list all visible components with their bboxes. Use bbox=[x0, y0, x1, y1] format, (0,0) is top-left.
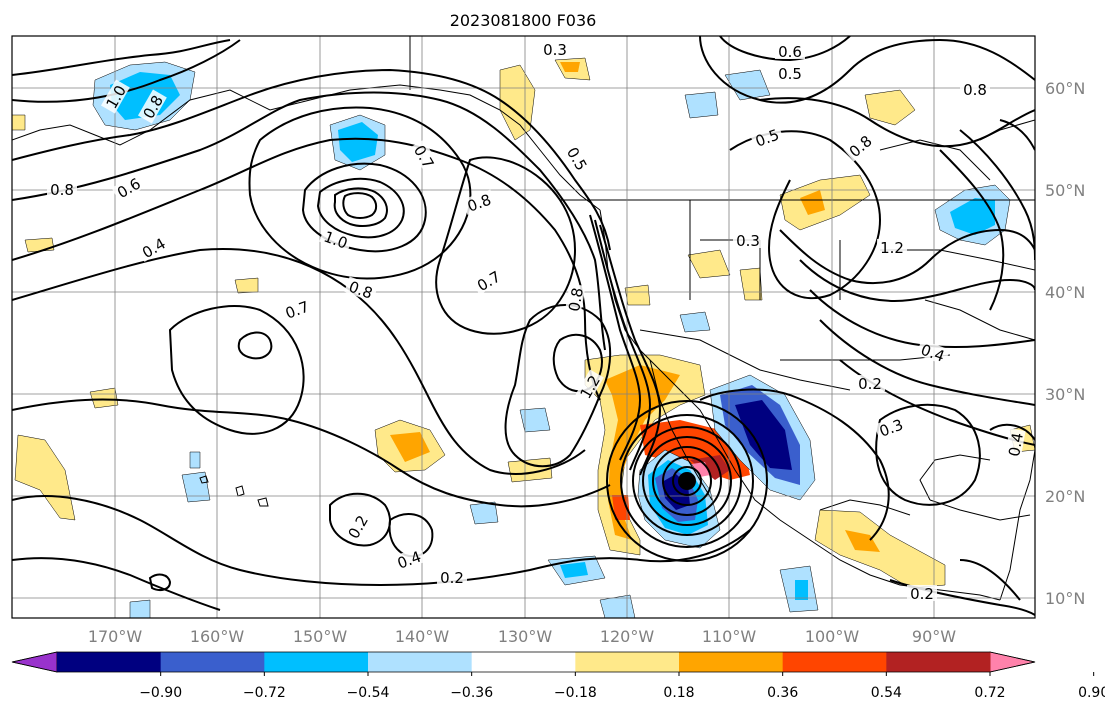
lat-label: 40°N bbox=[1045, 283, 1085, 302]
latitude-labels: 60°N 50°N 40°N 30°N 20°N 10°N bbox=[1045, 79, 1085, 608]
contour-label-bg bbox=[344, 276, 378, 302]
contour-label-bg bbox=[855, 375, 885, 391]
colorbar-frame bbox=[11, 651, 1036, 673]
contour-label-bg bbox=[319, 226, 353, 252]
lon-label: 100°W bbox=[805, 627, 860, 646]
contour-label: 0.4 bbox=[1005, 431, 1027, 458]
lon-label: 120°W bbox=[600, 627, 655, 646]
coastlines bbox=[12, 36, 1035, 601]
contour-label-bg bbox=[342, 509, 372, 544]
contour-label-bg bbox=[733, 232, 763, 248]
contour-label-bg bbox=[1004, 428, 1026, 461]
colorbar-segment bbox=[782, 652, 887, 672]
contour-label-bg bbox=[916, 339, 950, 365]
contour-label-bg bbox=[960, 81, 990, 97]
colorbar-tick-label: 0.54 bbox=[871, 685, 902, 701]
contour-label-bg bbox=[775, 65, 805, 81]
contour-label: 0.3 bbox=[543, 41, 567, 59]
contour-label-bg bbox=[280, 296, 314, 322]
contour-label: 0.3 bbox=[736, 232, 760, 250]
lon-label: 160°W bbox=[190, 627, 245, 646]
colorbar-segment bbox=[575, 652, 680, 672]
colorbar-extend-left bbox=[11, 651, 58, 673]
contour-label: 0.8 bbox=[50, 181, 74, 199]
colorbar-segment bbox=[368, 652, 473, 672]
cyclone-center bbox=[678, 472, 696, 490]
contour-label-bg bbox=[563, 141, 593, 176]
colorbar-tick-label: −0.72 bbox=[243, 685, 286, 701]
contour-label-bg bbox=[410, 139, 440, 174]
colorbar-segment bbox=[264, 652, 369, 672]
contour-label: 0.2 bbox=[440, 569, 464, 587]
contour-label: 0.2 bbox=[910, 585, 934, 603]
contour-label-bg bbox=[874, 414, 908, 440]
colorbar-extend-right bbox=[989, 651, 1036, 673]
contour-label-bg bbox=[137, 89, 167, 124]
contour-label: 0.8 bbox=[963, 81, 987, 99]
contour-label-bg bbox=[775, 43, 805, 59]
lon-label: 150°W bbox=[293, 627, 348, 646]
contour-label-bg bbox=[907, 585, 937, 601]
colorbar-segment bbox=[886, 652, 991, 672]
lat-label: 60°N bbox=[1045, 79, 1085, 98]
contour-label-bg bbox=[47, 181, 77, 197]
contour-label-bg bbox=[392, 546, 426, 572]
colorbar-segment bbox=[57, 652, 162, 672]
colorbar-segment bbox=[679, 652, 784, 672]
contour-label-bg bbox=[564, 283, 586, 316]
contour-label: 0.8 bbox=[565, 286, 587, 313]
contour-label-bg bbox=[843, 129, 877, 162]
contour-label-bg bbox=[100, 79, 130, 114]
lon-label: 90°W bbox=[912, 627, 956, 646]
longitude-labels: 170°W 160°W 150°W 140°W 130°W 120°W 110°… bbox=[88, 627, 956, 646]
lat-label: 30°N bbox=[1045, 385, 1085, 404]
lat-label: 10°N bbox=[1045, 589, 1085, 608]
colorbar-tick-label: −0.90 bbox=[139, 685, 182, 701]
colorbar-tick-label: 0.18 bbox=[663, 685, 694, 701]
colorbar-tick-label: −0.36 bbox=[450, 685, 493, 701]
colorbar-segment bbox=[471, 652, 576, 672]
contour-label-bg bbox=[750, 124, 784, 150]
lat-label: 20°N bbox=[1045, 487, 1085, 506]
colorbar-tick-label: 0.36 bbox=[767, 685, 798, 701]
map-title: 2023081800 F036 bbox=[450, 11, 597, 30]
contour-label-bg bbox=[462, 189, 496, 215]
contour-label: 0.2 bbox=[858, 375, 882, 393]
contour-label: 0.5 bbox=[778, 65, 802, 83]
contour-label-bg bbox=[437, 569, 467, 585]
lon-label: 110°W bbox=[702, 627, 757, 646]
colorbar-segment bbox=[160, 652, 265, 672]
contour-label-bg bbox=[540, 41, 570, 57]
colorbar-tick-labels: −0.90 −0.72 −0.54 −0.36 −0.18 0.18 0.36 0.54 0.7… bbox=[139, 672, 1105, 701]
lat-label: 50°N bbox=[1045, 181, 1085, 200]
lon-label: 130°W bbox=[498, 627, 553, 646]
colorbar-tick-label: 0.72 bbox=[974, 685, 1005, 701]
colorbar-tick-label: −0.54 bbox=[347, 685, 390, 701]
shaded-field bbox=[12, 57, 1035, 618]
colorbar-tick-label: −0.18 bbox=[554, 685, 597, 701]
map-frame bbox=[11, 35, 1036, 619]
graticule bbox=[12, 36, 1035, 618]
colorbar-tick-label: 0.90 bbox=[1078, 685, 1105, 701]
contour-label: 0.6 bbox=[778, 43, 802, 61]
lon-label: 170°W bbox=[88, 627, 143, 646]
contour-label-bg bbox=[877, 239, 907, 255]
lon-label: 140°W bbox=[395, 627, 450, 646]
contour-label-bg bbox=[111, 172, 146, 202]
contour-label-bg bbox=[136, 232, 171, 262]
colorbar: −0.90 −0.72 −0.54 −0.36 −0.18 0.18 0.36 0.54 0.7… bbox=[11, 651, 1105, 701]
map-area: 0.3 0.60.50.81.0 0.80.70.8 0.60.40.70.81.00… bbox=[12, 36, 1035, 618]
colorbar-segments bbox=[11, 651, 1036, 673]
contour-label-bg bbox=[471, 265, 506, 295]
contour-label-bg bbox=[574, 369, 604, 404]
contour-label: 1.2 bbox=[880, 239, 904, 257]
